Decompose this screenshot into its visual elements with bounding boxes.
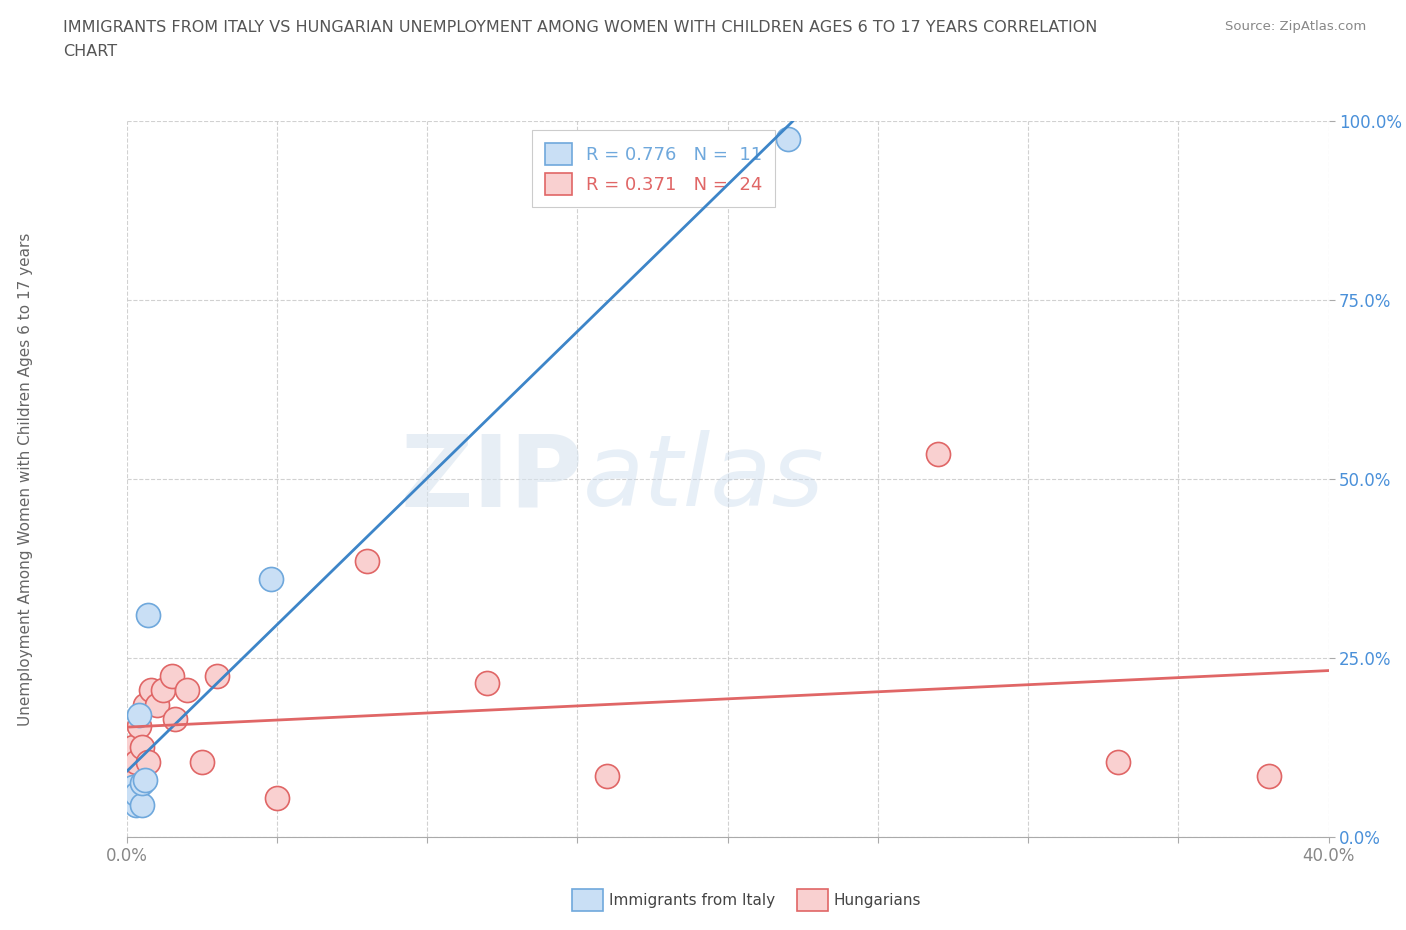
Point: [596, 769, 619, 784]
Point: [356, 554, 378, 569]
Point: [927, 446, 949, 461]
Text: Hungarians: Hungarians: [834, 893, 921, 908]
Text: IMMIGRANTS FROM ITALY VS HUNGARIAN UNEMPLOYMENT AMONG WOMEN WITH CHILDREN AGES 6: IMMIGRANTS FROM ITALY VS HUNGARIAN UNEMP…: [63, 20, 1098, 35]
Point: [124, 783, 146, 798]
Point: [121, 779, 143, 794]
Text: Source: ZipAtlas.com: Source: ZipAtlas.com: [1226, 20, 1367, 33]
Text: Unemployment Among Women with Children Ages 6 to 17 years: Unemployment Among Women with Children A…: [18, 232, 32, 725]
Point: [260, 572, 283, 587]
Point: [152, 683, 174, 698]
Point: [124, 797, 146, 812]
Point: [131, 776, 153, 790]
Point: [1107, 754, 1129, 769]
Point: [118, 787, 141, 802]
Point: [118, 769, 141, 784]
Legend: R = 0.776   N =  11, R = 0.371   N =  24: R = 0.776 N = 11, R = 0.371 N = 24: [533, 130, 776, 207]
Point: [266, 790, 288, 805]
Point: [136, 607, 159, 622]
Point: [134, 698, 156, 712]
Point: [145, 698, 167, 712]
Text: CHART: CHART: [63, 44, 117, 59]
Point: [190, 754, 212, 769]
Text: atlas: atlas: [583, 431, 825, 527]
Point: [124, 754, 146, 769]
Point: [176, 683, 198, 698]
Point: [475, 675, 498, 690]
Point: [160, 669, 183, 684]
Point: [1257, 769, 1279, 784]
Point: [776, 131, 799, 146]
Point: [163, 711, 186, 726]
Point: [121, 740, 143, 755]
Text: Immigrants from Italy: Immigrants from Italy: [609, 893, 775, 908]
Point: [128, 719, 150, 734]
Text: ZIP: ZIP: [401, 431, 583, 527]
Point: [139, 683, 162, 698]
Point: [136, 754, 159, 769]
Point: [205, 669, 228, 684]
Point: [121, 790, 143, 805]
Point: [131, 740, 153, 755]
Point: [134, 772, 156, 787]
Point: [124, 787, 146, 802]
Point: [131, 797, 153, 812]
Point: [128, 708, 150, 723]
